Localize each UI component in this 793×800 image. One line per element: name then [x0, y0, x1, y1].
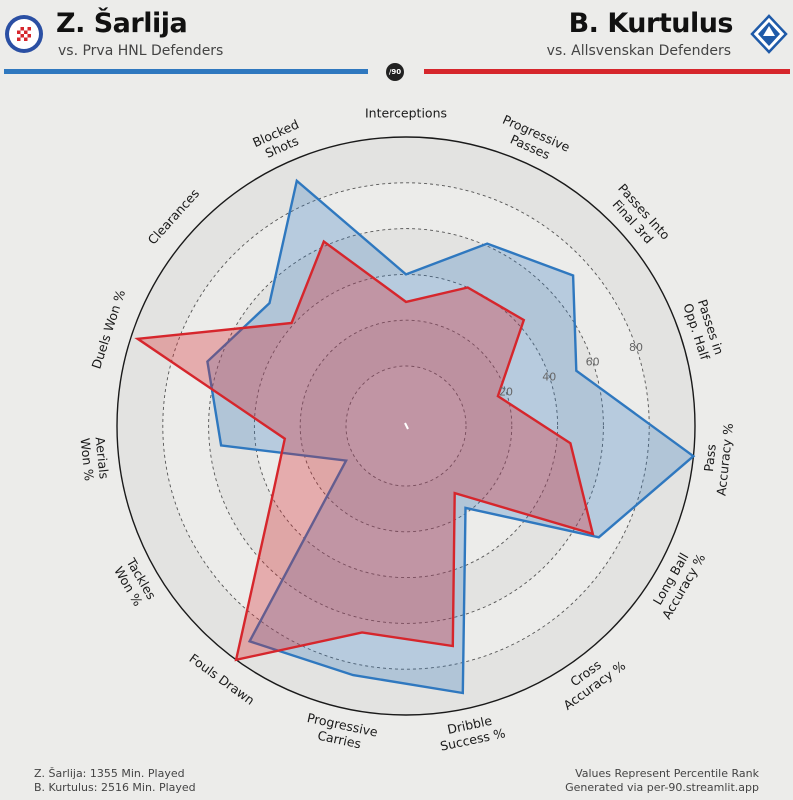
chart-source-note: Values Represent Percentile Rank Generat… — [565, 767, 759, 795]
right-player-comparison: vs. Allsvenskan Defenders — [546, 43, 731, 59]
right-player-name: B. Kurtulus — [568, 8, 734, 39]
radar-series-left-player — [206, 178, 696, 695]
radar-ring-tick-label: 40 — [542, 371, 556, 384]
radar-axis-label-line: Pass — [701, 443, 719, 472]
generated-via-note: Generated via per-90.streamlit.app — [565, 781, 759, 794]
radar-axis-label-line: Duels Won % — [88, 288, 128, 371]
per90-badge: /90 — [386, 63, 404, 81]
percentile-note: Values Represent Percentile Rank — [575, 767, 759, 780]
radar-grid-ring — [345, 365, 467, 487]
right-player-minutes: B. Kurtulus: 2516 Min. Played — [34, 781, 196, 794]
radar-ring-tick-label: 20 — [499, 386, 513, 399]
radar-axis-label: Interceptions — [365, 106, 447, 121]
left-player-comparison: vs. Prva HNL Defenders — [58, 43, 224, 59]
radar-axis-label-line: Interceptions — [365, 106, 447, 121]
radar-grid-ring — [208, 228, 604, 624]
left-player-color-bar — [4, 69, 368, 74]
radar-axis-label: PassAccuracy % — [699, 421, 736, 497]
radar-axis-label-line: Accuracy % — [713, 422, 736, 496]
halmstads-bk-logo — [750, 14, 788, 54]
radar-axis-label: DribbleSuccess % — [436, 711, 507, 754]
radar-ring-tick-label: 60 — [586, 356, 600, 369]
radar-grid-ring — [162, 182, 650, 670]
radar-axis-label: ProgressiveCarries — [303, 710, 380, 754]
left-player-name: Z. Šarlija — [56, 8, 188, 39]
radar-axis-label: Passes inOpp. Half — [680, 297, 727, 363]
minutes-played-note: Z. Šarlija: 1355 Min. Played B. Kurtulus… — [34, 767, 196, 795]
right-player-color-bar — [424, 69, 790, 74]
radar-axis-label: BlockedShots — [250, 116, 307, 163]
radar-ring-tick-label: 80 — [629, 341, 643, 354]
radar-axis-label: AerialsWon % — [78, 436, 112, 482]
radar-grid-ring — [299, 319, 513, 533]
radar-center-mark — [404, 422, 409, 430]
radar-axis-label: Duels Won % — [88, 288, 128, 371]
radar-axis-label-line: Won % — [78, 437, 97, 482]
radar-series-right-player — [134, 239, 595, 662]
radar-axis-label-line: Aerials — [92, 436, 111, 480]
left-player-minutes: Z. Šarlija: 1355 Min. Played — [34, 767, 185, 780]
hajduk-split-logo — [5, 15, 43, 53]
